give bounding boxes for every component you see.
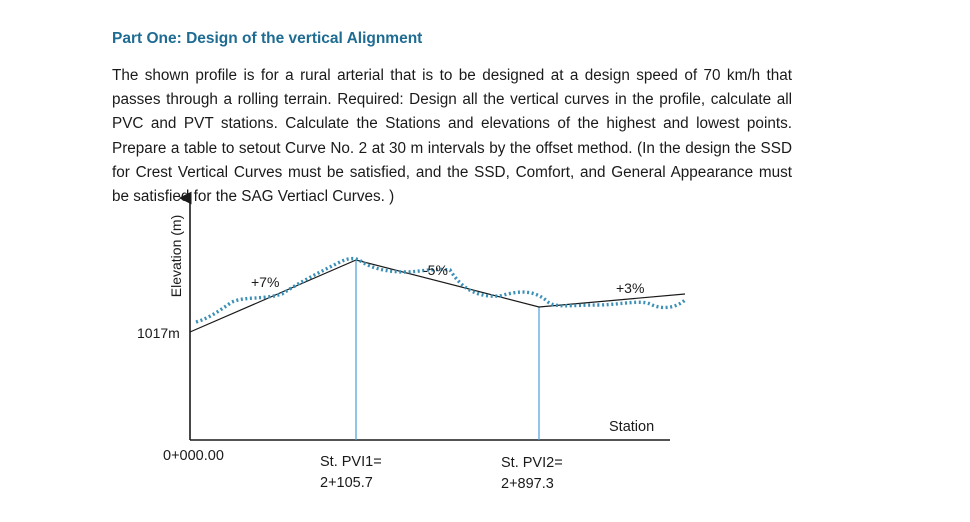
- paragraph-line: profile, calculate all PVC and PVT stati…: [112, 91, 793, 133]
- x-axis-label: Station: [609, 419, 654, 435]
- paragraph-line: km/h that passes through a rolling terra…: [112, 67, 792, 109]
- grade-label-3: +3%: [616, 280, 644, 296]
- paragraph-line: The shown profile is for a rural arteria…: [112, 67, 721, 84]
- paragraph-line: offset method. (In the design the SSD fo…: [112, 139, 792, 181]
- pvi2-label: St. PVI2=: [501, 455, 563, 471]
- ground-profile: [195, 256, 687, 324]
- start-station-label: 0+000.00: [163, 448, 224, 464]
- pvi1-label: St. PVI1=: [320, 454, 382, 470]
- pvi1-station: 2+105.7: [320, 475, 373, 491]
- pvi2-station: 2+897.3: [501, 476, 554, 492]
- start-elevation-label: 1017m: [137, 325, 180, 341]
- grade-label-2: -5%: [423, 262, 448, 278]
- y-axis-label: Elevation (m): [168, 215, 184, 297]
- section-heading: Part One: Design of the vertical Alignme…: [112, 30, 423, 47]
- problem-statement: The shown profile is for a rural arteria…: [112, 64, 792, 209]
- grade-label-1: +7%: [251, 274, 279, 290]
- paragraph-line: highest and lowest points. Prepare a tab…: [112, 115, 792, 157]
